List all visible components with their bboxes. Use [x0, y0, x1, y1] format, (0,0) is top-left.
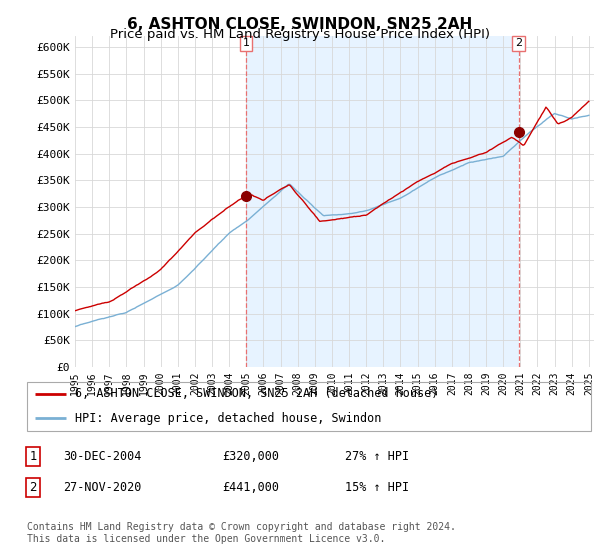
Text: 2: 2	[515, 38, 522, 48]
Text: 6, ASHTON CLOSE, SWINDON, SN25 2AH: 6, ASHTON CLOSE, SWINDON, SN25 2AH	[127, 17, 473, 32]
Text: 6, ASHTON CLOSE, SWINDON, SN25 2AH (detached house): 6, ASHTON CLOSE, SWINDON, SN25 2AH (deta…	[75, 388, 439, 400]
Text: 2: 2	[29, 480, 37, 494]
Text: 27% ↑ HPI: 27% ↑ HPI	[345, 450, 409, 463]
Text: 30-DEC-2004: 30-DEC-2004	[63, 450, 142, 463]
Text: 27-NOV-2020: 27-NOV-2020	[63, 480, 142, 494]
Text: 1: 1	[29, 450, 37, 463]
Text: £441,000: £441,000	[222, 480, 279, 494]
Text: 1: 1	[242, 38, 250, 48]
Text: £320,000: £320,000	[222, 450, 279, 463]
Text: HPI: Average price, detached house, Swindon: HPI: Average price, detached house, Swin…	[75, 412, 382, 425]
Bar	[246, 36, 518, 367]
Text: Contains HM Land Registry data © Crown copyright and database right 2024.
This d: Contains HM Land Registry data © Crown c…	[27, 522, 456, 544]
Text: Price paid vs. HM Land Registry's House Price Index (HPI): Price paid vs. HM Land Registry's House …	[110, 28, 490, 41]
Text: 15% ↑ HPI: 15% ↑ HPI	[345, 480, 409, 494]
